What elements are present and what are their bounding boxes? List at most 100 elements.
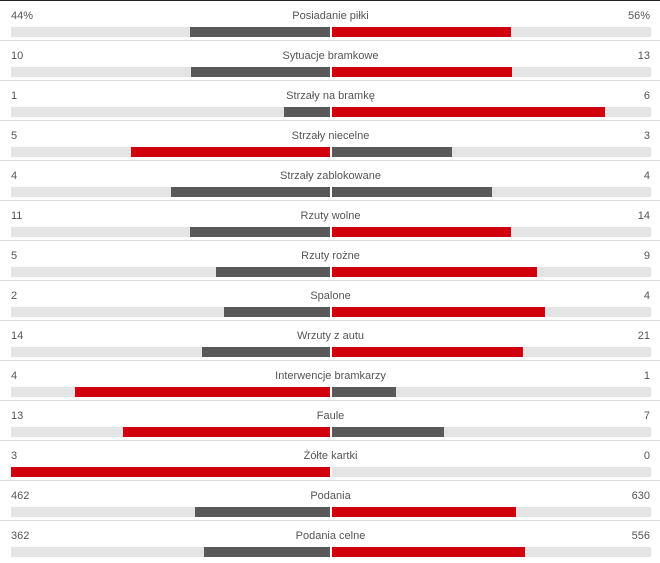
away-bar-fill xyxy=(332,107,606,117)
home-bar-fill xyxy=(189,227,330,237)
home-value: 14 xyxy=(11,330,24,342)
stat-bars xyxy=(11,147,651,157)
home-bar-fill xyxy=(191,67,330,77)
away-value: 4 xyxy=(643,290,650,302)
home-bar-fill xyxy=(170,187,330,197)
stat-row: 4 Strzały zablokowane 4 xyxy=(0,160,660,200)
stat-bars xyxy=(11,227,651,237)
home-bar-fill xyxy=(204,547,330,557)
away-bar-fill xyxy=(332,147,452,157)
stat-row: 5 Rzuty rożne 9 xyxy=(0,240,660,280)
home-bar-track xyxy=(11,187,330,197)
away-bar-track xyxy=(332,467,651,477)
away-bar-fill xyxy=(332,307,545,317)
stat-row: 1 Strzały na bramkę 6 xyxy=(0,80,660,120)
stat-bars xyxy=(11,307,651,317)
stat-name: Żółte kartki xyxy=(303,450,358,462)
stat-values: 4 Strzały zablokowane 4 xyxy=(11,169,650,183)
stat-values: 362 Podania celne 556 xyxy=(11,529,650,543)
home-bar-track xyxy=(11,547,330,557)
home-bar-fill xyxy=(74,387,330,397)
stat-name: Faule xyxy=(316,410,345,422)
away-bar-fill xyxy=(332,267,538,277)
away-value: 13 xyxy=(637,50,650,62)
stat-bars xyxy=(11,347,651,357)
stat-bars xyxy=(11,187,651,197)
away-bar-fill xyxy=(332,227,511,237)
stat-bars xyxy=(11,467,651,477)
stat-values: 2 Spalone 4 xyxy=(11,289,650,303)
away-value: 556 xyxy=(631,530,650,542)
stat-row: 13 Faule 7 xyxy=(0,400,660,440)
stat-bars xyxy=(11,267,651,277)
stat-name: Spalone xyxy=(310,290,351,302)
away-bar-fill xyxy=(332,387,396,397)
home-bar-track xyxy=(11,267,330,277)
stat-row: 5 Strzały niecelne 3 xyxy=(0,120,660,160)
stat-row: 11 Rzuty wolne 14 xyxy=(0,200,660,240)
home-value: 5 xyxy=(11,250,18,262)
home-bar-track xyxy=(11,387,330,397)
away-value: 56% xyxy=(627,10,650,22)
stat-name: Podania celne xyxy=(295,530,366,542)
home-value: 1 xyxy=(11,90,18,102)
away-bar-track xyxy=(332,307,651,317)
home-bar-track xyxy=(11,147,330,157)
away-value: 7 xyxy=(643,410,650,422)
stat-bars xyxy=(11,387,651,397)
home-bar-track xyxy=(11,107,330,117)
away-bar-track xyxy=(332,507,651,517)
home-bar-fill xyxy=(216,267,330,277)
away-bar-track xyxy=(332,147,651,157)
home-bar-fill xyxy=(130,147,330,157)
away-bar-fill xyxy=(332,187,492,197)
home-value: 3 xyxy=(11,450,18,462)
home-value: 13 xyxy=(11,410,24,422)
away-bar-track xyxy=(332,107,651,117)
stat-values: 5 Strzały niecelne 3 xyxy=(11,129,650,143)
away-bar-track xyxy=(332,267,651,277)
away-value: 3 xyxy=(643,130,650,142)
stat-name: Rzuty wolne xyxy=(300,210,361,222)
home-value: 11 xyxy=(11,210,23,222)
away-value: 21 xyxy=(637,330,650,342)
stat-values: 4 Interwencje bramkarzy 1 xyxy=(11,369,650,383)
away-value: 0 xyxy=(643,450,650,462)
stat-name: Posiadanie piłki xyxy=(292,10,369,22)
away-bar-track xyxy=(332,427,651,437)
away-bar-track xyxy=(332,27,651,37)
home-bar-fill xyxy=(122,427,330,437)
stat-values: 5 Rzuty rożne 9 xyxy=(11,249,650,263)
stat-bars xyxy=(11,547,651,557)
away-bar-track xyxy=(332,547,651,557)
stat-bars xyxy=(11,67,651,77)
stat-bars xyxy=(11,27,651,37)
stat-name: Interwencje bramkarzy xyxy=(275,370,386,382)
away-bar-track xyxy=(332,187,651,197)
stat-name: Strzały zablokowane xyxy=(280,170,381,182)
away-bar-fill xyxy=(332,547,526,557)
away-value: 4 xyxy=(643,170,650,182)
away-bar-fill xyxy=(332,67,513,77)
home-bar-fill xyxy=(11,467,330,477)
home-value: 5 xyxy=(11,130,18,142)
away-bar-fill xyxy=(332,507,517,517)
away-value: 630 xyxy=(631,490,650,502)
home-value: 4 xyxy=(11,370,18,382)
home-bar-fill xyxy=(202,347,330,357)
home-value: 2 xyxy=(11,290,18,302)
home-bar-track xyxy=(11,307,330,317)
home-bar-track xyxy=(11,27,330,37)
stat-values: 14 Wrzuty z autu 21 xyxy=(11,329,650,343)
away-bar-track xyxy=(332,227,651,237)
home-value: 462 xyxy=(11,490,30,502)
home-bar-track xyxy=(11,347,330,357)
home-bar-track xyxy=(11,467,330,477)
stat-name: Wrzuty z autu xyxy=(296,330,365,342)
home-bar-track xyxy=(11,227,330,237)
stat-name: Rzuty rożne xyxy=(301,250,360,262)
away-value: 14 xyxy=(637,210,650,222)
away-value: 1 xyxy=(643,370,650,382)
stat-bars xyxy=(11,507,651,517)
stat-row: 462 Podania 630 xyxy=(0,480,660,520)
